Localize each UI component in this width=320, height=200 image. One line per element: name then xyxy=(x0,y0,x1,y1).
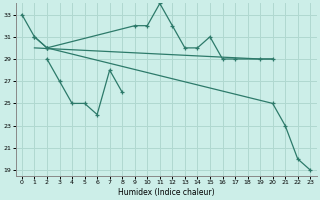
X-axis label: Humidex (Indice chaleur): Humidex (Indice chaleur) xyxy=(118,188,214,197)
